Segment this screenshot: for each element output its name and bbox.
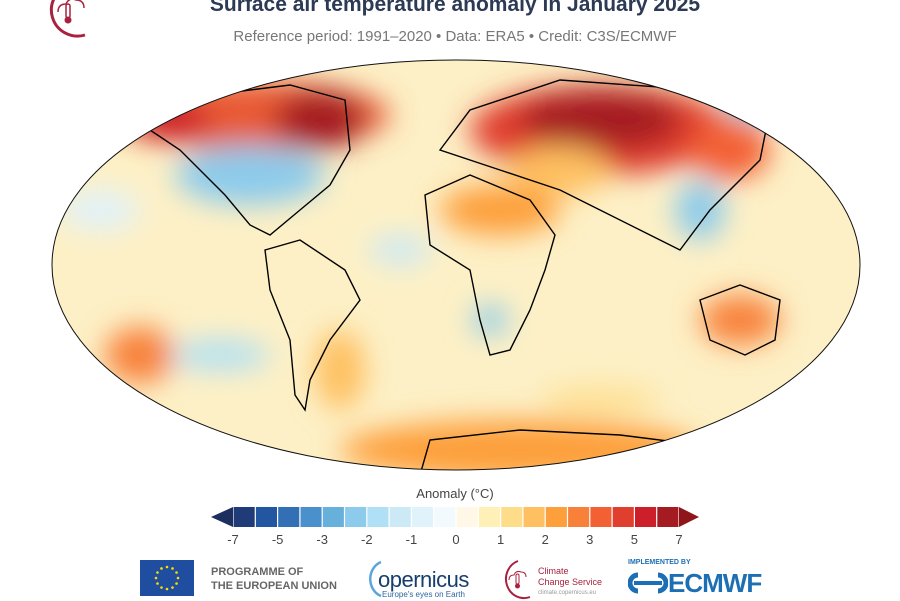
eu-star-icon <box>160 567 163 570</box>
colorbar-tick-label: -7 <box>227 532 239 547</box>
colorbar-bin <box>456 507 478 527</box>
colorbar-bin <box>345 507 367 527</box>
colorbar-tick-label: 7 <box>675 532 683 547</box>
eu-line2: THE EUROPEAN UNION <box>211 580 337 592</box>
colorbar-bin <box>367 507 389 527</box>
colorbar-bin <box>590 507 612 527</box>
c3s-label: Climate Change Service <box>538 566 602 588</box>
colorbar-bin <box>657 507 679 527</box>
copernicus-logo-icon <box>369 560 382 598</box>
eu-star-icon <box>165 587 169 591</box>
c3s-url: climate.copernicus.eu <box>538 590 597 596</box>
colorbar-bin <box>478 507 500 527</box>
colorbar-title: Anomaly (°C) <box>416 486 494 501</box>
anomaly-map <box>51 59 861 471</box>
colorbar-bin <box>233 507 255 527</box>
colorbar-bin <box>501 507 523 527</box>
chart-subtitle: Reference period: 1991–2020 • Data: ERA5… <box>233 28 677 45</box>
c3s-line1: Climate <box>538 566 569 576</box>
copernicus-tagline: Europe's eyes on Earth <box>382 590 465 599</box>
chart-title: Surface air temperature anomaly in Janua… <box>209 0 701 16</box>
eu-line1: PROGRAMME OF <box>211 566 304 578</box>
colorbar-under-arrow <box>211 507 233 527</box>
colorbar <box>211 507 699 527</box>
colorbar-bin <box>545 507 567 527</box>
colorbar-bin <box>635 507 657 527</box>
eu-star-icon <box>175 571 178 574</box>
ecmwf-logo-icon <box>628 572 668 594</box>
colorbar-bin <box>300 507 322 527</box>
colorbar-bin <box>412 507 434 527</box>
colorbar-tick-label: -2 <box>361 532 373 547</box>
footer-logos: PROGRAMME OF THE EUROPEAN UNION opernicu… <box>0 558 900 600</box>
colorbar-tick-label: -3 <box>316 532 328 547</box>
colorbar-bin <box>568 507 590 527</box>
eu-flag-icon <box>140 560 194 596</box>
colorbar-tick-label: 5 <box>630 532 639 547</box>
eu-star-icon <box>154 576 158 580</box>
ecmwf-logo-text: ECMWF <box>668 568 762 598</box>
colorbar-tick-label: 2 <box>541 532 549 547</box>
eu-star-icon <box>160 586 163 589</box>
colorbar-bin <box>278 507 300 527</box>
copernicus-logo-text: opernicus <box>378 567 469 592</box>
eu-star-icon <box>175 582 178 585</box>
colorbar-bin <box>612 507 634 527</box>
eu-programme-label: PROGRAMME OF THE EUROPEAN UNION <box>211 565 337 593</box>
c3s-line2: Change Service <box>538 577 603 587</box>
colorbar-tick-label: -1 <box>405 532 418 547</box>
c3s-logo-icon <box>49 0 86 38</box>
map-border <box>51 59 861 471</box>
colorbar-bin <box>255 507 277 527</box>
colorbar-tick-label: 3 <box>586 532 594 547</box>
implemented-by-label: IMPLEMENTED BY <box>628 559 691 566</box>
colorbar-bin <box>434 507 456 527</box>
eu-star-icon <box>156 582 159 585</box>
colorbar-bin <box>523 507 545 527</box>
colorbar-tick-label: 0 <box>452 532 460 547</box>
colorbar-tick-label: 1 <box>496 532 505 547</box>
eu-star-icon <box>165 565 169 569</box>
colorbar-over-arrow <box>679 507 699 527</box>
eu-star-icon <box>156 571 159 574</box>
c3s-logo-icon <box>505 560 531 600</box>
eu-star-icon <box>171 567 174 570</box>
eu-star-icon <box>171 586 174 589</box>
colorbar-bin <box>322 507 344 527</box>
colorbar-tick-label: -5 <box>271 532 284 547</box>
eu-star-icon <box>176 576 180 580</box>
colorbar-bin <box>389 507 411 527</box>
